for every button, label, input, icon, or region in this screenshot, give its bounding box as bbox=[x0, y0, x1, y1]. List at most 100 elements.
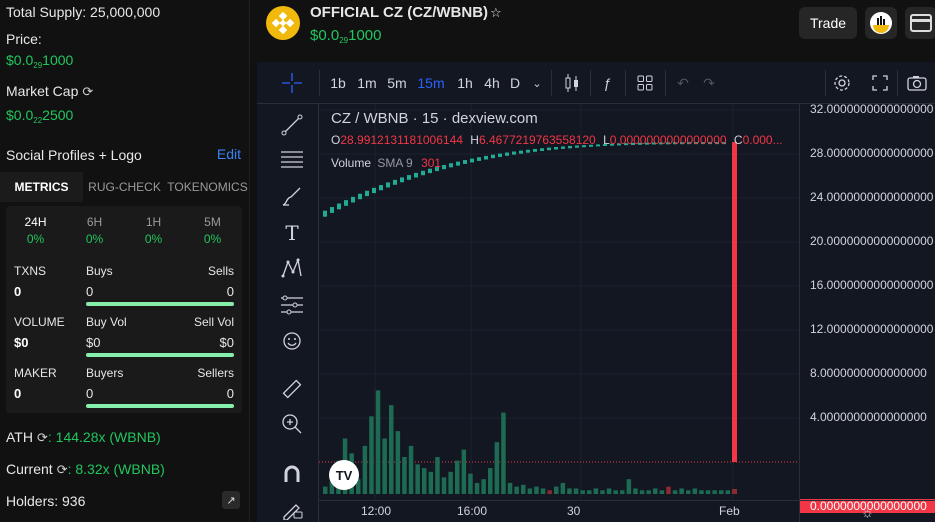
price-candle bbox=[386, 182, 390, 188]
volume-bar bbox=[534, 486, 539, 494]
measure-icon[interactable] bbox=[277, 290, 307, 320]
chevron-down-icon[interactable]: ⌄ bbox=[532, 77, 542, 90]
sidebar-tabs: METRICS RUG-CHECK TOKENOMICS bbox=[0, 172, 249, 202]
brush-icon[interactable] bbox=[277, 182, 307, 212]
volume-bar bbox=[395, 431, 401, 494]
ruler-icon[interactable] bbox=[277, 374, 307, 404]
time-axis[interactable]: 12:00 16:00 30 Feb bbox=[319, 500, 799, 522]
magnet-icon[interactable] bbox=[277, 459, 307, 489]
interval-d[interactable]: D bbox=[509, 75, 521, 91]
price-candle bbox=[463, 160, 467, 164]
tradingview-logo[interactable]: TV bbox=[329, 460, 359, 490]
price-candle bbox=[477, 157, 481, 161]
holders-count: Holders: 936 bbox=[6, 493, 86, 509]
tab-rug-check[interactable]: RUG-CHECK bbox=[88, 180, 161, 194]
volume-bar bbox=[646, 490, 651, 494]
chart-settings-icon[interactable]: ☼ bbox=[799, 500, 935, 522]
volume-bar bbox=[600, 490, 605, 494]
refresh-icon[interactable]: ⟳ bbox=[56, 462, 68, 477]
price-tick-label: 16.0000000000000000 bbox=[810, 278, 934, 292]
price-tick-label: 32.0000000000000000 bbox=[810, 102, 934, 116]
volume-bar bbox=[494, 442, 500, 494]
interval-5m[interactable]: 5m bbox=[387, 75, 407, 91]
price-candle bbox=[603, 144, 607, 147]
emoji-icon[interactable] bbox=[277, 326, 307, 356]
volume-bar bbox=[389, 405, 394, 494]
price-tick-label: 12.0000000000000000 bbox=[810, 322, 934, 336]
price-candle bbox=[659, 142, 663, 145]
price-candle bbox=[645, 142, 649, 145]
interval-15m[interactable]: 15m bbox=[417, 75, 445, 91]
redo-icon[interactable]: ↷ bbox=[703, 74, 715, 91]
tab-metrics[interactable]: METRICS bbox=[0, 172, 83, 202]
interval-1m[interactable]: 1m bbox=[357, 75, 377, 91]
price-candle bbox=[526, 149, 530, 153]
interval-1h[interactable]: 1h bbox=[457, 75, 473, 91]
horizontal-lines-icon[interactable] bbox=[277, 144, 307, 174]
market-cap-value: $0.0222500 bbox=[6, 107, 74, 125]
crosshair-icon[interactable] bbox=[277, 62, 307, 104]
chart-logo-icon bbox=[870, 12, 892, 34]
price-candle bbox=[617, 143, 621, 146]
price-candle bbox=[442, 164, 446, 170]
price-candle bbox=[337, 203, 341, 210]
price-candle bbox=[407, 175, 411, 180]
undo-icon[interactable]: ↶ bbox=[677, 74, 689, 91]
chart-canvas bbox=[319, 104, 799, 500]
volume-bar bbox=[455, 460, 460, 494]
volume-bar bbox=[521, 484, 526, 494]
timeframe-1h[interactable]: 1H 0% bbox=[144, 214, 163, 246]
refresh-icon[interactable]: ⟳ bbox=[82, 84, 94, 99]
volume-bar bbox=[573, 488, 579, 494]
volume-bar bbox=[732, 489, 737, 494]
price-tick-label: 8.0000000000000000 bbox=[810, 366, 927, 380]
chart-pane: CZ / WBNB · 15 · dexview.com O28.9912131… bbox=[319, 104, 799, 500]
timeframe-24h[interactable]: 24H 0% bbox=[24, 214, 47, 246]
price-candle bbox=[596, 144, 600, 147]
volume-bar bbox=[699, 490, 704, 494]
timeframe-selector: 24H 0% 6H 0% 1H 0% 5M 0% bbox=[6, 206, 242, 254]
candles-icon[interactable] bbox=[559, 62, 585, 104]
price-candle bbox=[400, 177, 404, 183]
settings-gear-icon[interactable] bbox=[829, 62, 855, 104]
tab-tokenomics[interactable]: TOKENOMICS bbox=[167, 180, 248, 194]
interval-4h[interactable]: 4h bbox=[484, 75, 500, 91]
buyers-sellers-bar bbox=[86, 404, 234, 408]
pattern-icon[interactable] bbox=[277, 254, 307, 284]
volume-bar bbox=[540, 488, 546, 494]
zoom-in-icon[interactable] bbox=[277, 409, 307, 439]
chart-legend-title: CZ / WBNB · 15 · dexview.com bbox=[331, 110, 538, 127]
volume-bar bbox=[382, 438, 387, 494]
price-candle bbox=[631, 142, 635, 145]
time-label: Feb bbox=[719, 504, 740, 518]
volume-bar bbox=[692, 488, 698, 494]
external-link-icon[interactable]: ↗ bbox=[222, 491, 240, 509]
refresh-icon[interactable]: ⟳ bbox=[36, 430, 48, 445]
timeframe-6h[interactable]: 6H 0% bbox=[85, 214, 104, 246]
price-candle bbox=[533, 148, 537, 152]
trade-button[interactable]: Trade bbox=[799, 7, 857, 39]
layout-grid-icon[interactable] bbox=[633, 62, 657, 104]
edit-link[interactable]: Edit bbox=[216, 146, 241, 162]
text-tool-icon[interactable]: T bbox=[285, 221, 299, 245]
interval-1b[interactable]: 1b bbox=[330, 75, 346, 91]
price-candle bbox=[435, 166, 439, 172]
indicators-icon[interactable]: ƒ bbox=[603, 75, 611, 91]
price-tick-label: 4.0000000000000000 bbox=[810, 410, 927, 424]
price-axis[interactable]: 0.0000000000000000 301 32.00000000000000… bbox=[799, 102, 935, 513]
fullscreen-icon[interactable] bbox=[867, 62, 893, 104]
wallet-button[interactable] bbox=[905, 7, 935, 39]
star-icon[interactable]: ☆ bbox=[490, 5, 502, 20]
volume-bar bbox=[587, 490, 592, 494]
timeframe-5m[interactable]: 5M 0% bbox=[203, 214, 222, 246]
trend-line-icon[interactable] bbox=[277, 110, 307, 140]
volume-bar bbox=[356, 479, 361, 494]
price-candle bbox=[673, 142, 677, 145]
volume-bar bbox=[408, 445, 414, 494]
chart-logo-button[interactable] bbox=[865, 7, 897, 39]
lock-pencil-icon[interactable] bbox=[277, 494, 307, 522]
camera-icon[interactable] bbox=[903, 62, 931, 104]
price-candle bbox=[372, 187, 376, 194]
price-candle bbox=[624, 143, 628, 146]
